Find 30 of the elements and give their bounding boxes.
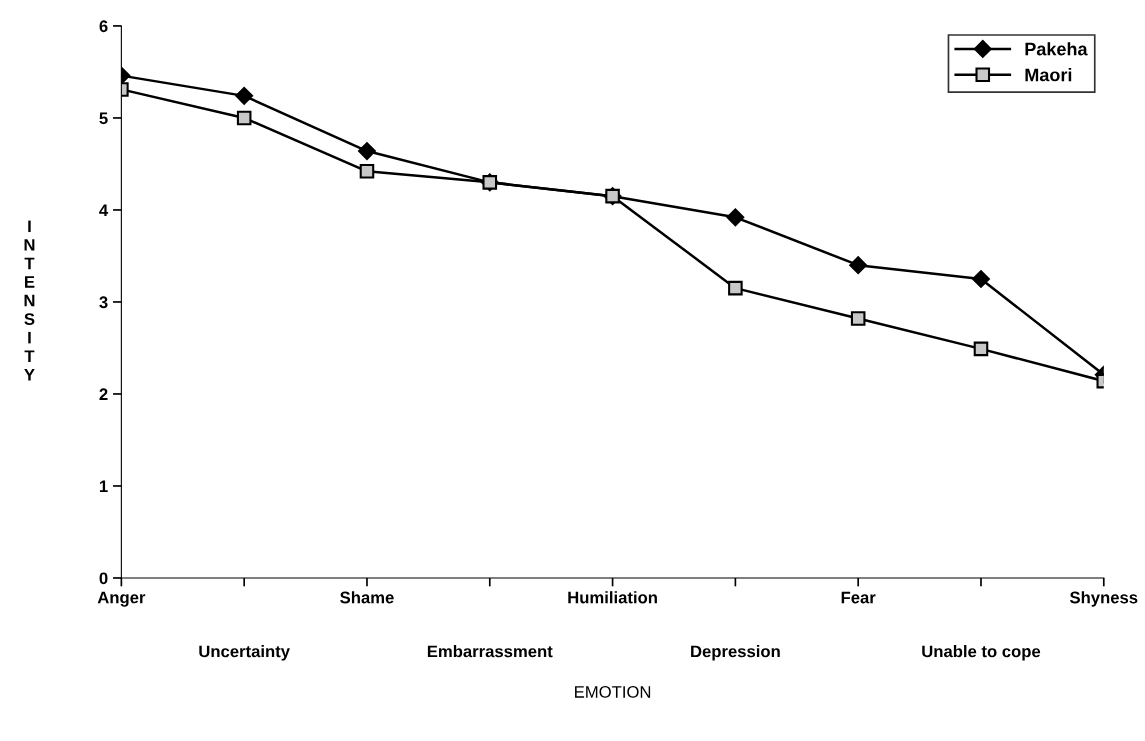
y-tick-label: 3 (99, 296, 108, 309)
x-tick-label: Depression (691, 645, 780, 661)
x-tick-label: Unable to cope (922, 645, 1041, 661)
legend-label: Pakeha (1025, 42, 1088, 56)
text: I N T E N S I T Y (24, 220, 35, 381)
x-tick-label: Shyness (1069, 591, 1138, 607)
y-tick-label: 5 (99, 112, 108, 125)
point (973, 341, 989, 357)
point (726, 208, 745, 227)
y-tick-label: 1 (99, 480, 108, 493)
point (235, 86, 254, 105)
point (972, 270, 990, 288)
point (728, 280, 743, 296)
point (849, 256, 868, 275)
x-tick-label: Shame (340, 591, 394, 604)
x-tick-label: Uncertainty (199, 645, 290, 661)
x-tick-label: Embarrassment (427, 645, 553, 658)
x-tick-label: Humiliation (568, 591, 657, 604)
y-tick-label: 6 (99, 20, 108, 33)
x-axis-title: EMOTION (575, 686, 651, 698)
point (358, 142, 376, 160)
y-tick-label: 2 (99, 388, 108, 400)
point (236, 110, 252, 126)
y-tick-label: 4 (99, 204, 109, 216)
point (359, 164, 375, 179)
x-tick-label: Fear (841, 591, 876, 604)
point (850, 311, 866, 326)
x-tick-label: Anger (97, 591, 146, 607)
legend-label: Maori (1025, 68, 1072, 82)
y-tick-label: 0 (99, 572, 108, 585)
